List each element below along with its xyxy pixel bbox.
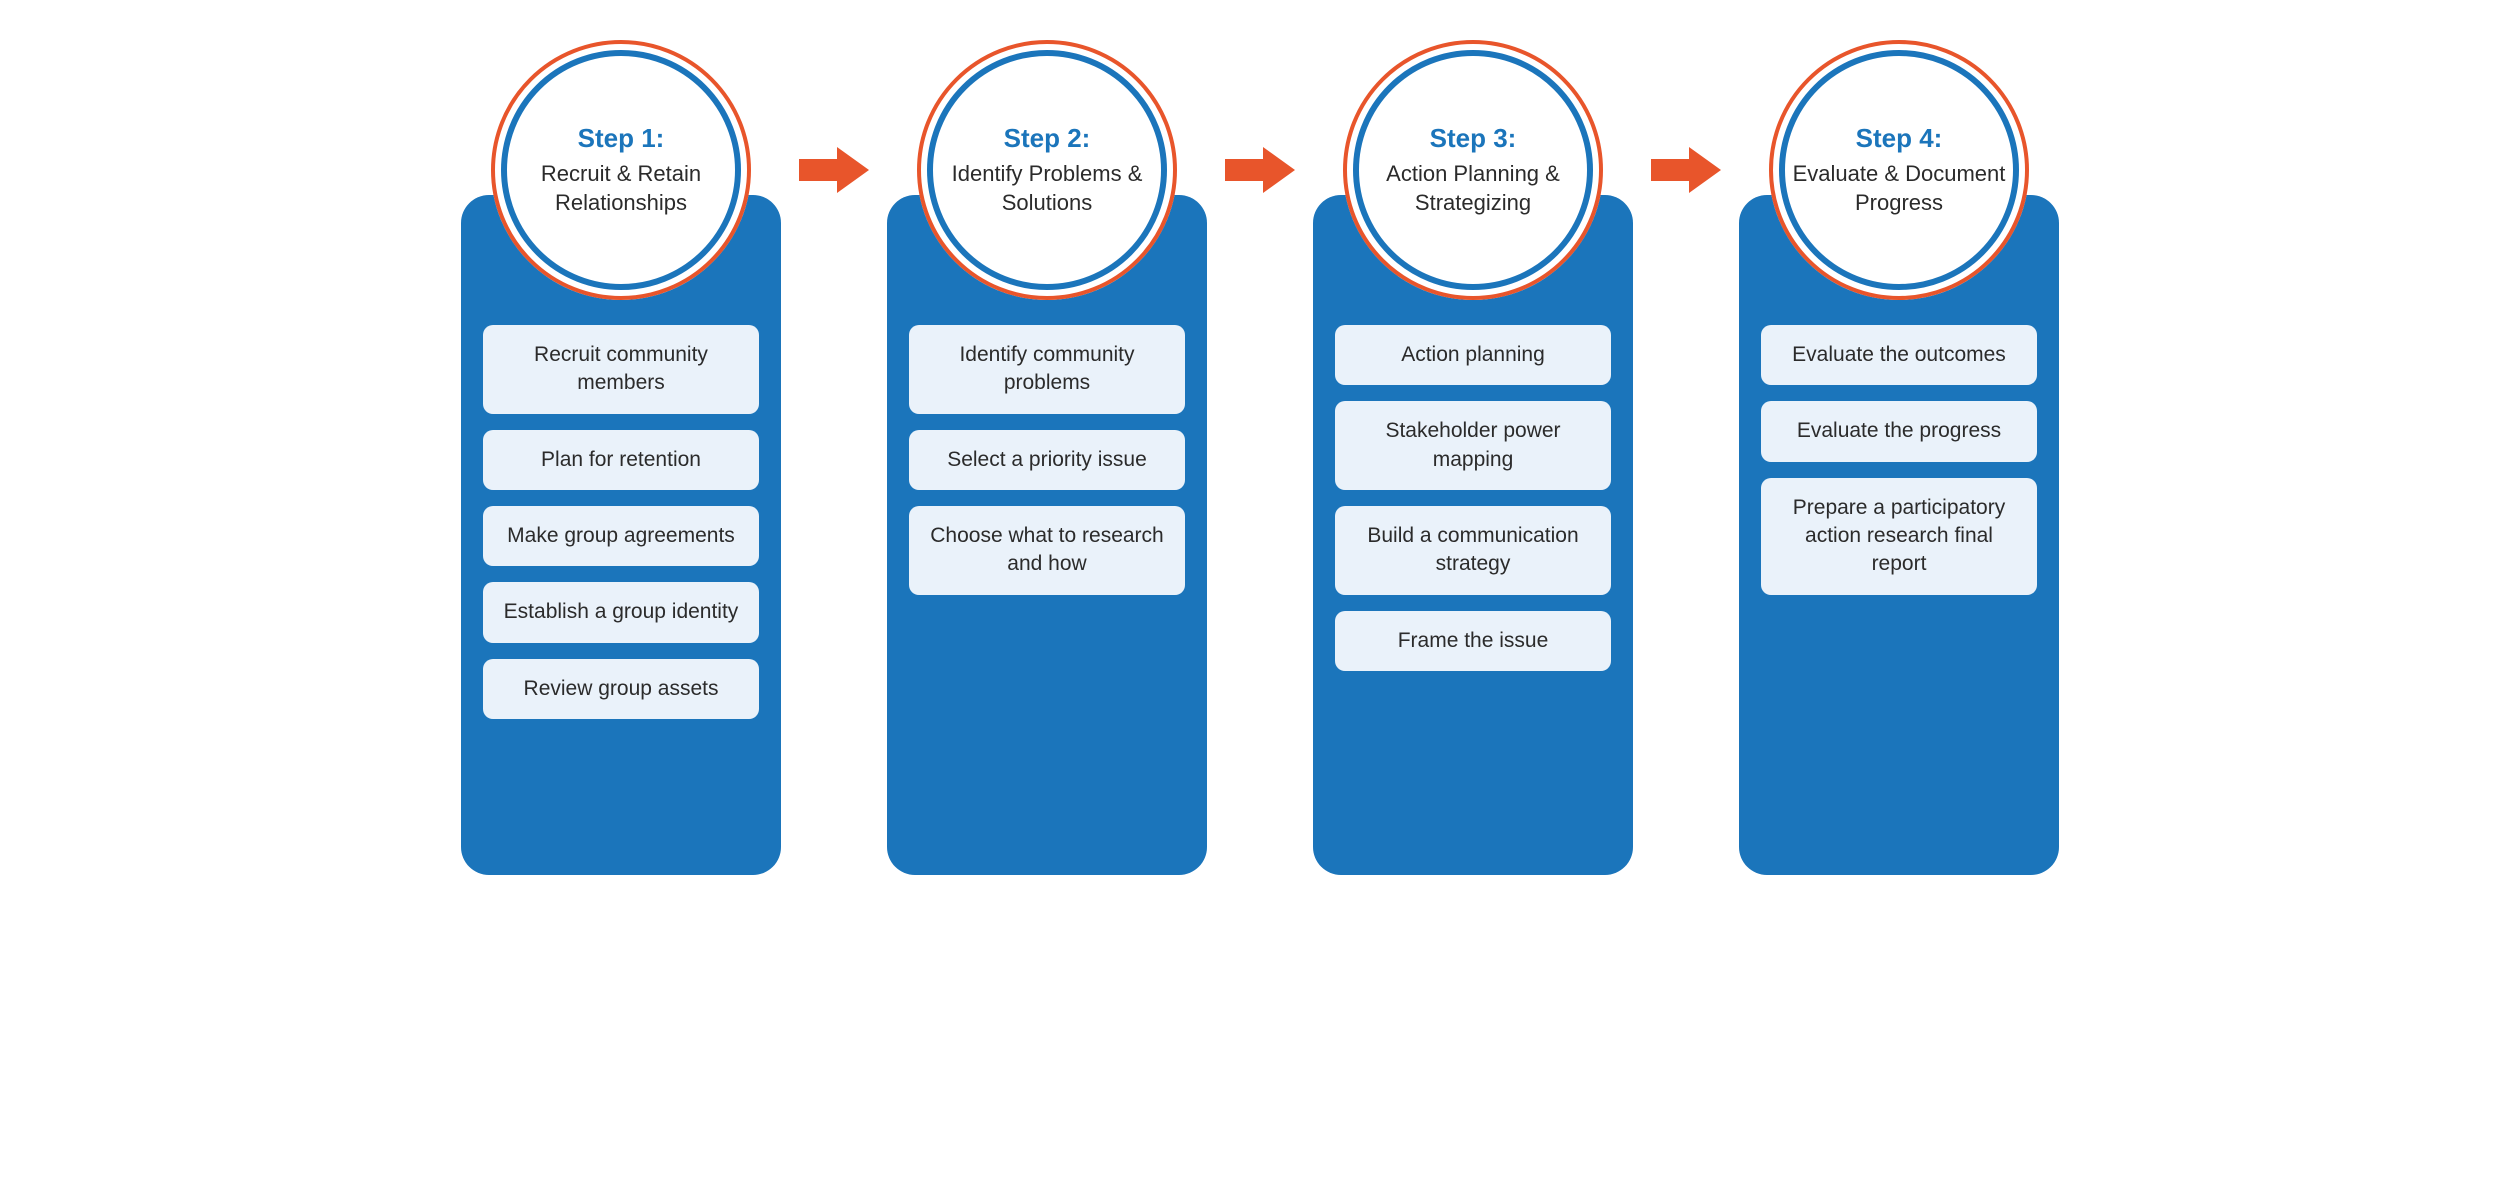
step-circle-3: Step 3: Action Planning & Strategizing	[1343, 40, 1603, 300]
step-item: Prepare a participatory action research …	[1761, 478, 2037, 595]
step-item: Evaluate the outcomes	[1761, 325, 2037, 385]
process-flow: Step 1: Recruit & Retain Relationships Rec…	[60, 40, 2460, 875]
step-circle-2: Step 2: Identify Problems & Solutions	[917, 40, 1177, 300]
step-item: Build a communication strategy	[1335, 506, 1611, 595]
step-item: Choose what to research and how	[909, 506, 1185, 595]
step-title: Evaluate & Document Progress	[1791, 160, 2007, 217]
step-item: Select a priority issue	[909, 430, 1185, 490]
step-label: Step 4:	[1856, 123, 1943, 154]
step-item: Frame the issue	[1335, 611, 1611, 671]
step-item: Establish a group identity	[483, 582, 759, 642]
step-column-2: Step 2: Identify Problems & Solutions Iden…	[887, 40, 1207, 875]
step-column-4: Step 4: Evaluate & Document Progress Evalu…	[1739, 40, 2059, 875]
arrow-right-icon	[799, 40, 869, 300]
step-label: Step 3:	[1430, 123, 1517, 154]
step-column-3: Step 3: Action Planning & Strategizing Act…	[1313, 40, 1633, 875]
step-label: Step 2:	[1004, 123, 1091, 154]
step-item: Stakeholder power mapping	[1335, 401, 1611, 490]
step-circle-4: Step 4: Evaluate & Document Progress	[1769, 40, 2029, 300]
arrow-right-icon	[1225, 40, 1295, 300]
step-title: Identify Problems & Solutions	[939, 160, 1155, 217]
step-column-1: Step 1: Recruit & Retain Relationships Rec…	[461, 40, 781, 875]
step-circle-1: Step 1: Recruit & Retain Relationships	[491, 40, 751, 300]
step-item: Plan for retention	[483, 430, 759, 490]
step-label: Step 1:	[578, 123, 665, 154]
step-item: Review group assets	[483, 659, 759, 719]
arrow-right-icon	[1651, 40, 1721, 300]
step-item: Make group agreements	[483, 506, 759, 566]
step-title: Action Planning & Strategizing	[1365, 160, 1581, 217]
step-item: Evaluate the progress	[1761, 401, 2037, 461]
step-title: Recruit & Retain Relationships	[513, 160, 729, 217]
step-item: Recruit community members	[483, 325, 759, 414]
step-item: Identify community problems	[909, 325, 1185, 414]
step-item: Action planning	[1335, 325, 1611, 385]
